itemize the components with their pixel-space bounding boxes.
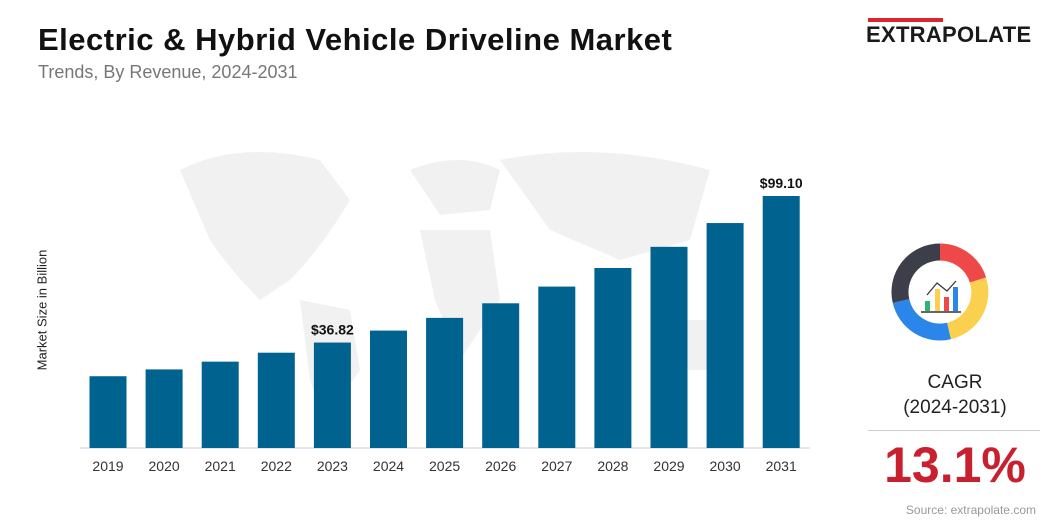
logo-text: EXTRAPOLATE [866, 22, 1032, 47]
bar-2025 [426, 317, 464, 448]
divider [868, 430, 1040, 431]
extrapolate-logo: EXTRAPOLATE [866, 18, 1038, 48]
cagr-value: 13.1% [884, 437, 1026, 493]
x-tick-label: 2031 [766, 458, 797, 474]
data-label: $99.10 [760, 175, 803, 191]
donut-chart-analytics-icon [891, 243, 989, 341]
bar-2020 [145, 369, 183, 448]
cagr-label: CAGR [927, 372, 983, 393]
logo-accent-bar [868, 18, 943, 22]
bar-2026 [482, 303, 520, 448]
bar-2024 [370, 330, 407, 448]
bar-chart: 2019 2020 2021 2022 2023 $36.82 2024 2025 2026 20… [80, 175, 810, 474]
x-tick-label: 2021 [205, 458, 236, 474]
bar-2023 [313, 342, 351, 448]
bar-2030 [706, 223, 744, 448]
x-tick-label: 2026 [485, 458, 516, 474]
bar-2031 [762, 196, 800, 448]
x-tick-label: 2023 [317, 458, 348, 474]
bar-2027 [538, 286, 576, 448]
x-tick-label: 2022 [261, 458, 292, 474]
bar-2022 [257, 352, 295, 448]
x-tick-label: 2020 [149, 458, 180, 474]
chart-subtitle: Trends, By Revenue, 2024-2031 [38, 62, 298, 82]
x-tick-label: 2025 [429, 458, 460, 474]
x-tick-label: 2027 [541, 458, 572, 474]
x-tick-label: 2019 [92, 458, 123, 474]
bar-2028 [594, 268, 632, 448]
bar-2021 [201, 361, 239, 448]
x-tick-label: 2030 [710, 458, 741, 474]
chart-title: Electric & Hybrid Vehicle Driveline Mark… [38, 22, 673, 57]
x-tick-label: 2024 [373, 458, 404, 474]
source-text: Source: extrapolate.com [905, 503, 1036, 517]
x-tick-label: 2029 [653, 458, 684, 474]
bar-2019 [89, 376, 127, 448]
bar-2029 [650, 246, 688, 448]
x-tick-label: 2028 [597, 458, 628, 474]
cagr-period: (2024-2031) [903, 397, 1007, 418]
data-label: $36.82 [311, 322, 354, 338]
